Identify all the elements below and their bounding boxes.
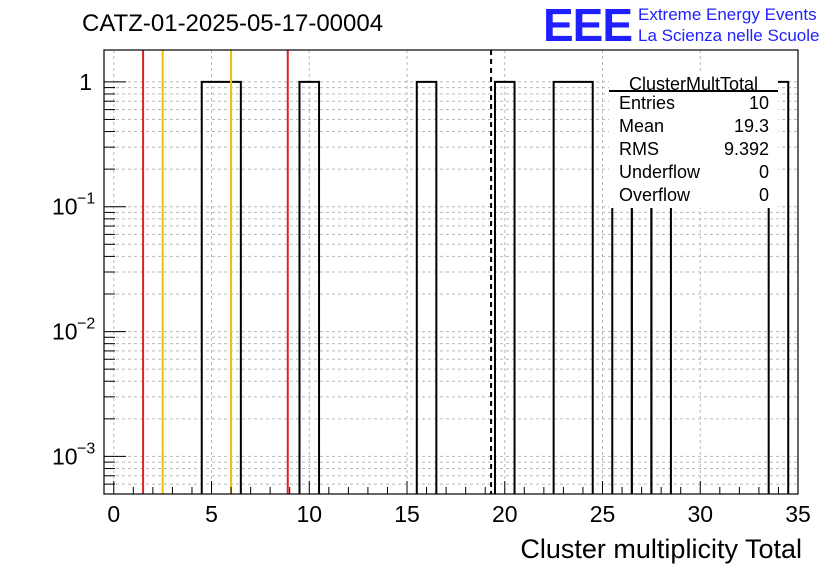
stats-row-label: Entries	[619, 93, 675, 113]
y-tick-label: 1	[79, 69, 92, 95]
histogram-bin	[493, 80, 516, 494]
stats-name: ClusterMultTotal	[629, 74, 758, 94]
histogram-bin	[552, 80, 594, 494]
x-tick-label: 15	[394, 501, 420, 527]
stats-row-label: Overflow	[619, 185, 691, 205]
stats-row-value: 19.3	[734, 116, 769, 136]
stats-row-label: Mean	[619, 116, 664, 136]
stats-row-value: 0	[759, 185, 769, 205]
stats-box-bg	[609, 72, 778, 208]
x-axis-label: Cluster multiplicity Total	[520, 534, 802, 564]
y-tick-exponent: −1	[77, 191, 95, 208]
histogram-bin	[200, 80, 242, 494]
x-tick-label: 35	[785, 501, 811, 527]
eee-logo: EEE	[543, 0, 633, 51]
y-tick-label: 10	[52, 443, 78, 469]
chart-title: CATZ-01-2025-05-17-00004	[82, 10, 384, 37]
stats-row-value: 0	[759, 162, 769, 182]
stats-row-label: RMS	[619, 139, 659, 159]
x-tick-label: 20	[492, 501, 518, 527]
marker-lines	[142, 50, 493, 494]
histogram-bin	[298, 80, 321, 494]
x-tick-label: 10	[296, 501, 322, 527]
y-tick-label: 10	[52, 319, 78, 345]
y-tick-exponent: −2	[77, 316, 95, 333]
x-tick-label: 25	[590, 501, 616, 527]
stats-row-value: 9.392	[724, 139, 769, 159]
axis-ticks	[104, 81, 799, 495]
stats-row-label: Underflow	[619, 162, 701, 182]
x-tick-label: 30	[687, 501, 713, 527]
stats-row-value: 10	[749, 93, 769, 113]
x-tick-label: 0	[107, 501, 120, 527]
y-tick-label: 10	[52, 194, 78, 220]
logo-line-2: La Scienza nelle Scuole	[638, 26, 820, 45]
x-tick-label: 5	[205, 501, 218, 527]
histogram-bin	[767, 80, 790, 494]
y-tick-exponent: −3	[77, 440, 95, 457]
logo-line-1: Extreme Energy Events	[638, 5, 817, 24]
histogram-bin	[415, 80, 438, 494]
